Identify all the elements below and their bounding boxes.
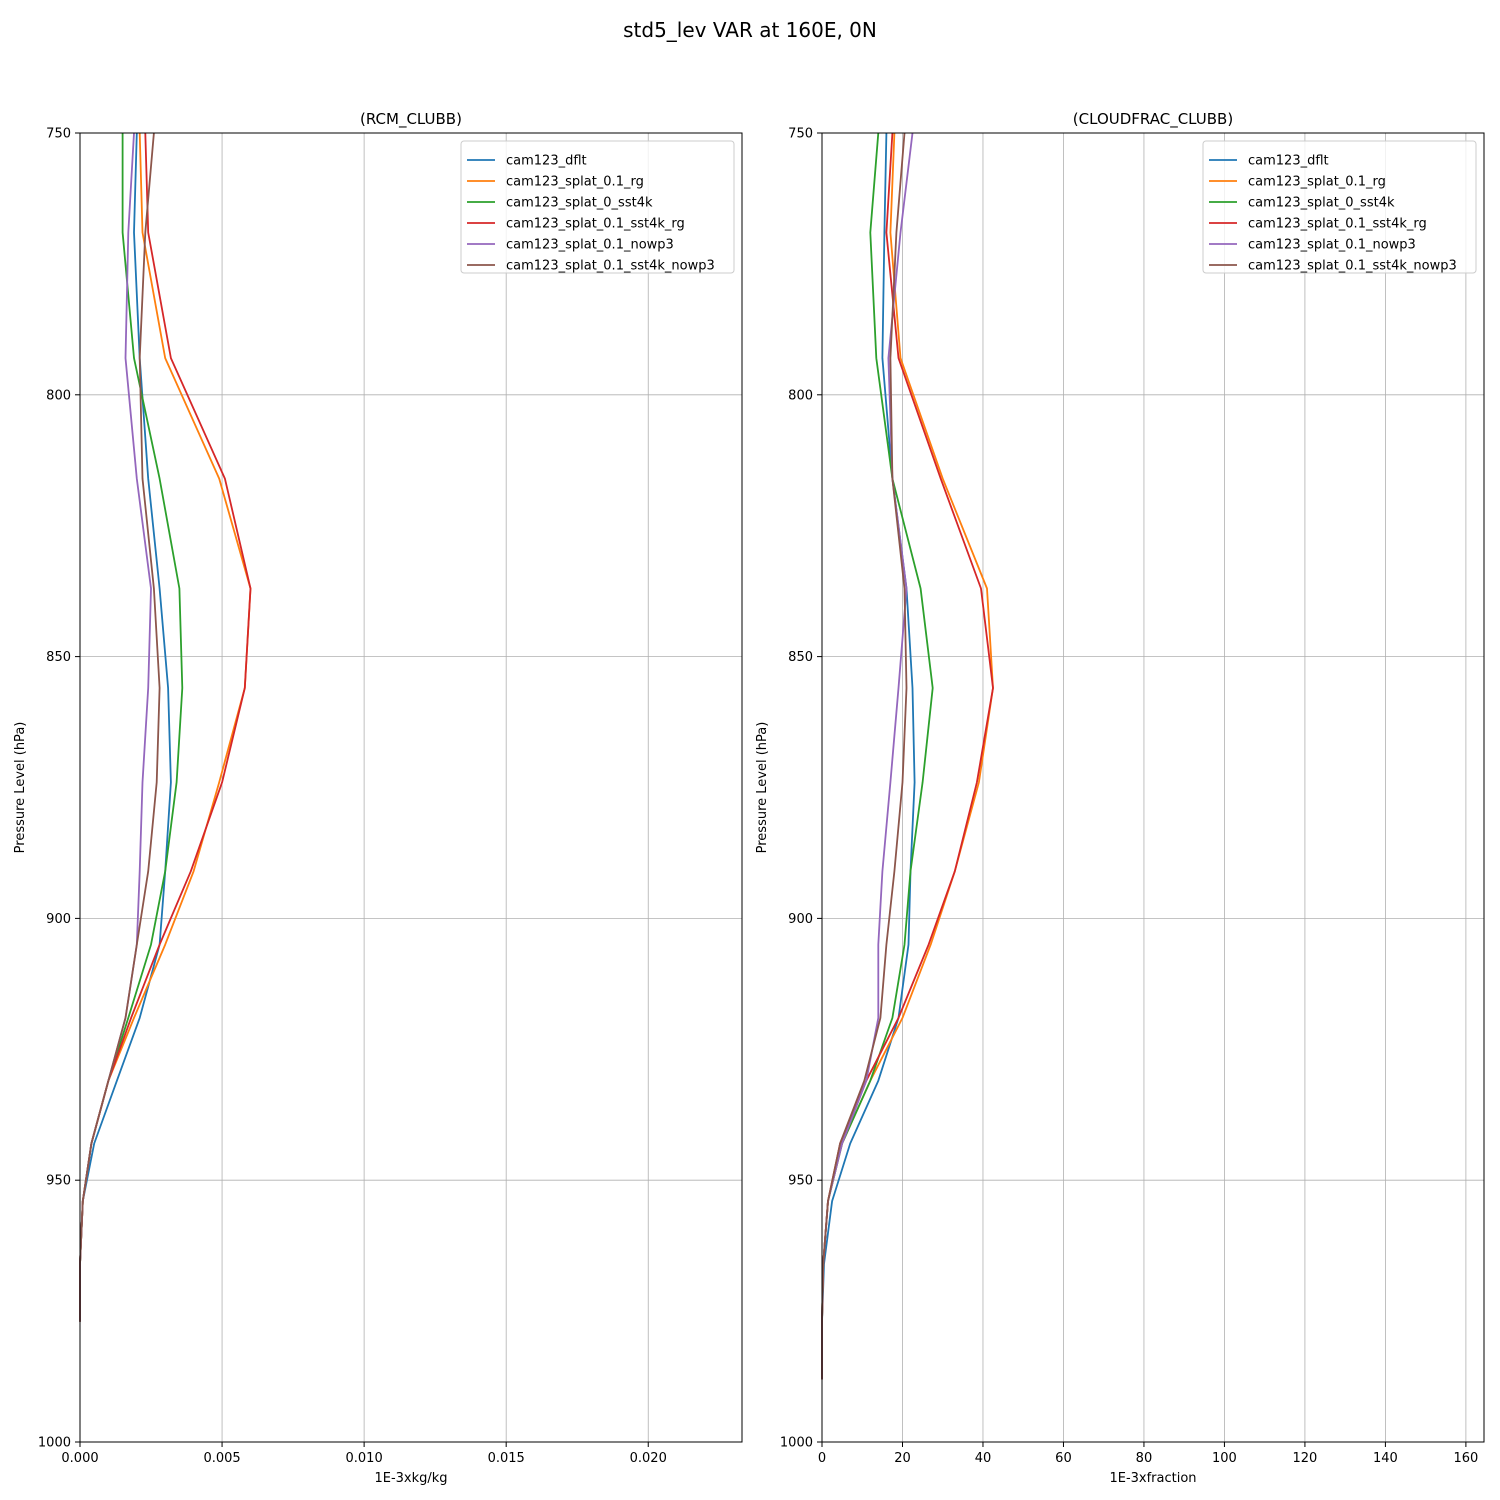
x-tick-label: 0.020 <box>630 1451 667 1466</box>
series-line-cam123_dflt <box>821 132 916 1380</box>
legend-entry: cam123_splat_0.1_nowp3 <box>1248 238 1416 253</box>
x-axis-label: 1E-3xkg/kg <box>374 1471 447 1486</box>
x-tick-label: 0 <box>818 1451 826 1466</box>
x-tick-label: 0.005 <box>203 1451 240 1466</box>
series-line-cam123_splat_0_sst4k <box>821 132 934 1380</box>
y-tick-label: 950 <box>788 1174 813 1189</box>
x-tick-label: 100 <box>1212 1451 1237 1466</box>
y-tick-label: 800 <box>788 388 813 403</box>
legend-box <box>1202 140 1477 274</box>
x-tick-label: 120 <box>1293 1451 1318 1466</box>
y-tick-label: 900 <box>46 912 71 927</box>
legend-entry: cam123_splat_0.1_sst4k_nowp3 <box>1248 259 1457 274</box>
y-axis-label: Pressure Level (hPa) <box>755 722 770 854</box>
y-tick-label: 850 <box>788 650 813 665</box>
y-tick-label: 900 <box>788 912 813 927</box>
x-axis-label: 1E-3xfraction <box>1109 1471 1196 1486</box>
series-line-cam123_splat_0.1_sst4k_rg <box>79 132 252 1322</box>
legend-box <box>460 140 735 274</box>
legend-entry: cam123_splat_0.1_rg <box>506 175 644 190</box>
y-tick-label: 850 <box>46 650 71 665</box>
series-line-cam123_splat_0.1_rg <box>79 132 252 1322</box>
legend-entry: cam123_dflt <box>1248 154 1329 169</box>
x-tick-label: 20 <box>894 1451 911 1466</box>
legend-entry: cam123_splat_0_sst4k <box>506 196 653 211</box>
legend-entry: cam123_splat_0.1_sst4k_nowp3 <box>506 259 715 274</box>
y-tick-label: 750 <box>46 127 71 142</box>
legend-entry: cam123_dflt <box>506 154 587 169</box>
y-tick-label: 1000 <box>38 1436 71 1451</box>
x-tick-label: 80 <box>1136 1451 1153 1466</box>
y-axis-label: Pressure Level (hPa) <box>13 722 28 854</box>
right-panel: 0 20 40 60 80 100 120 140 160 750 800 850 900 950 1000… <box>755 110 1485 1486</box>
y-tick-label: 750 <box>788 127 813 142</box>
legend-entry: cam123_splat_0.1_nowp3 <box>506 238 674 253</box>
legend-entry: cam123_splat_0.1_sst4k_rg <box>506 217 685 232</box>
left-panel: 0.000 0.005 0.010 0.015 0.020 750 800 850 900 950… <box>13 110 743 1486</box>
figure-suptitle: std5_lev VAR at 160E, 0N <box>623 18 877 42</box>
x-tick-label: 160 <box>1453 1451 1478 1466</box>
x-tick-label: 0.015 <box>488 1451 525 1466</box>
series-line-cam123_splat_0.1_sst4k_nowp3 <box>821 132 908 1380</box>
legend-entry: cam123_splat_0.1_sst4k_rg <box>1248 217 1427 232</box>
series-line-cam123_splat_0_sst4k <box>79 133 184 1322</box>
y-tick-label: 950 <box>46 1174 71 1189</box>
plot-frame <box>79 132 743 1443</box>
plot-frame <box>821 132 1485 1443</box>
y-tick-label: 800 <box>46 388 71 403</box>
y-tick-label: 1000 <box>780 1436 813 1451</box>
panel-title: (RCM_CLUBB) <box>360 110 462 129</box>
panel-title: (CLOUDFRAC_CLUBB) <box>1073 110 1233 129</box>
x-tick-label: 140 <box>1373 1451 1398 1466</box>
legend: cam123_dflt cam123_splat_0.1_rg cam123_spl… <box>1202 140 1477 274</box>
series-line-cam123_splat_0.1_rg <box>821 132 994 1380</box>
x-tick-label: 0.000 <box>61 1451 98 1466</box>
legend: cam123_dflt cam123_splat_0.1_rg cam123_spl… <box>460 140 735 274</box>
x-tick-label: 0.010 <box>346 1451 383 1466</box>
series-line-cam123_splat_0.1_sst4k_rg <box>821 132 994 1380</box>
series-line-cam123_splat_0.1_sst4k_nowp3 <box>79 132 161 1322</box>
legend-entry: cam123_splat_0.1_rg <box>1248 175 1386 190</box>
x-tick-label: 60 <box>1055 1451 1072 1466</box>
legend-entry: cam123_splat_0_sst4k <box>1248 196 1395 211</box>
x-tick-label: 40 <box>975 1451 992 1466</box>
